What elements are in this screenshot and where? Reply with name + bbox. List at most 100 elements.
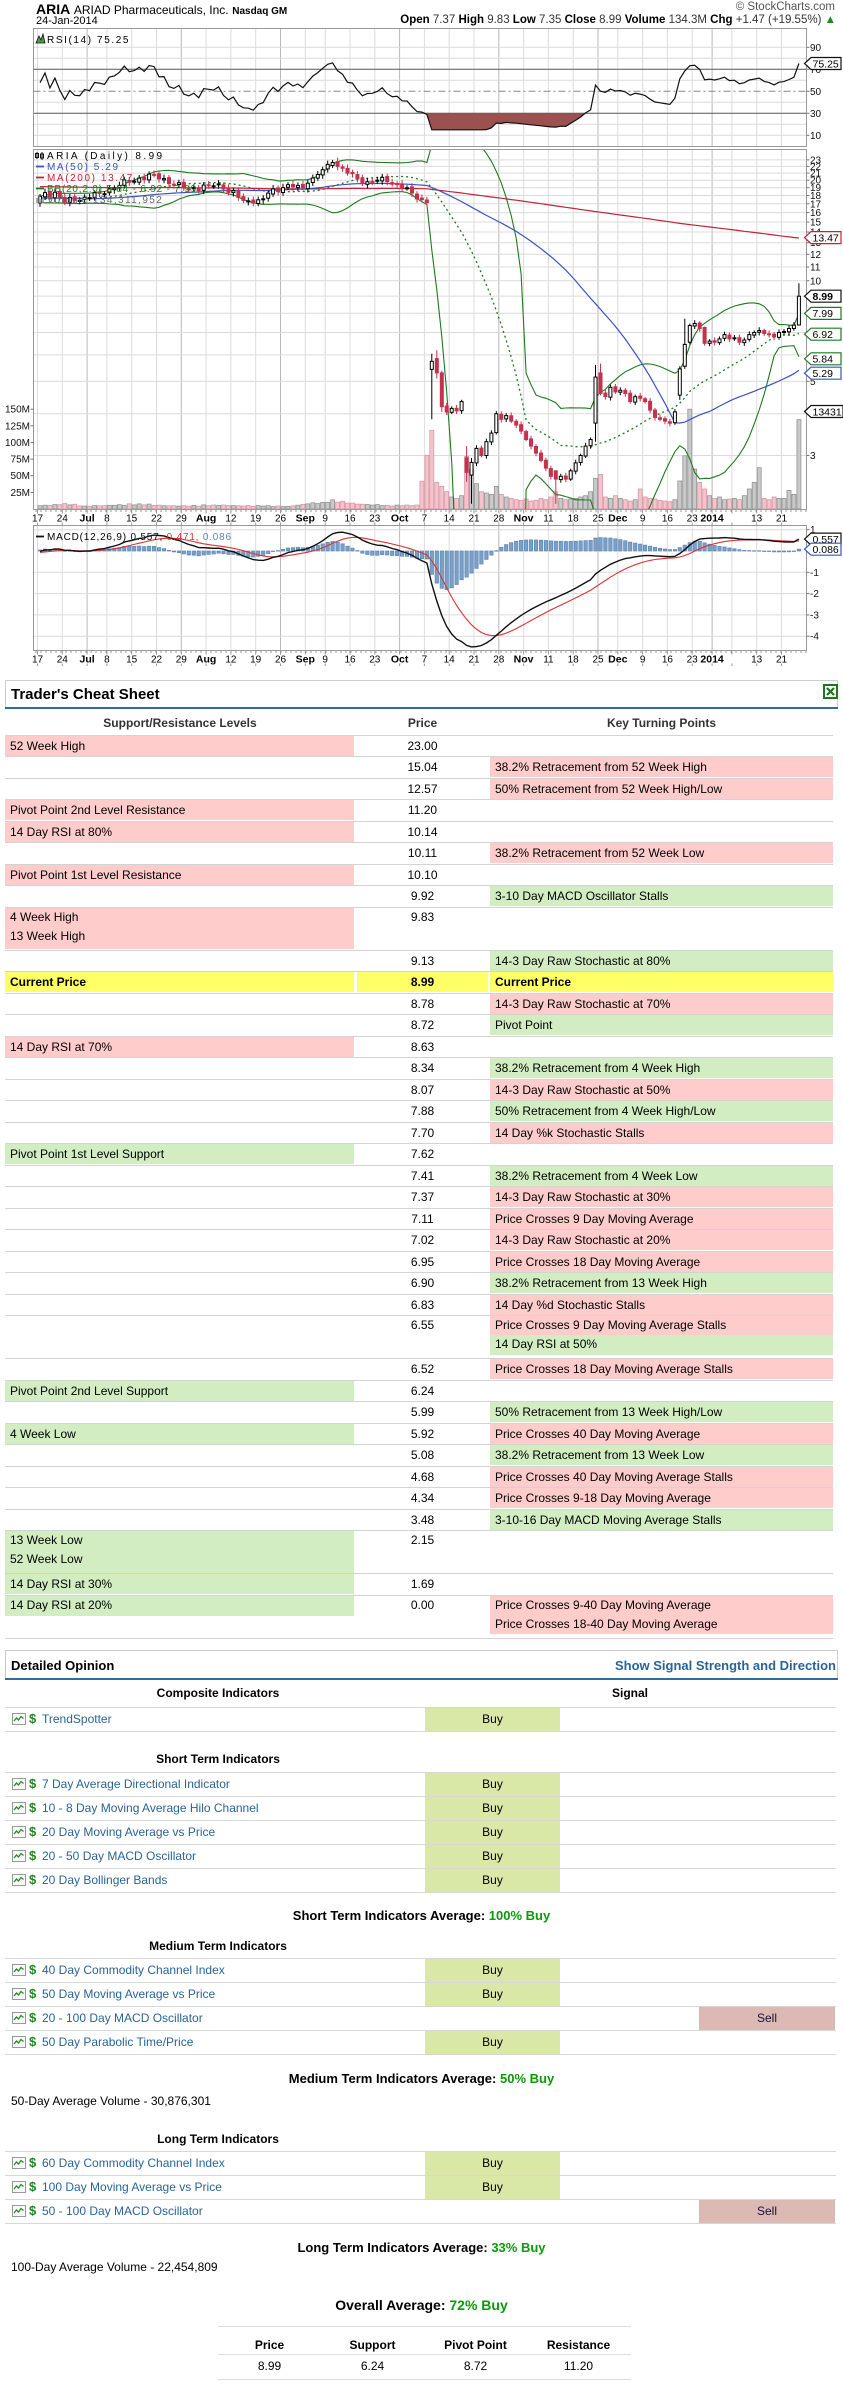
svg-text:26: 26: [275, 514, 287, 525]
svg-text:22: 22: [810, 162, 822, 173]
svg-text:90: 90: [810, 43, 822, 54]
svg-text:13.47: 13.47: [813, 232, 839, 244]
svg-text:MACD(12,26,9) 0.557, 0.471, 0.: MACD(12,26,9) 0.557, 0.471, 0.086: [47, 532, 232, 543]
svg-text:70: 70: [810, 65, 822, 76]
svg-text:21: 21: [468, 514, 480, 525]
svg-text:21: 21: [776, 514, 788, 525]
svg-text:7: 7: [422, 514, 428, 525]
svg-text:10: 10: [810, 276, 822, 287]
svg-text:8: 8: [104, 655, 110, 666]
svg-text:24: 24: [57, 514, 69, 525]
svg-text:3: 3: [810, 451, 816, 462]
svg-text:Volume 134,311,952: Volume 134,311,952: [47, 195, 163, 206]
svg-text:7.99: 7.99: [813, 308, 834, 320]
svg-text:-3: -3: [810, 610, 819, 621]
svg-text:MA(200) 13.47: MA(200) 13.47: [47, 173, 134, 184]
svg-text:26: 26: [275, 655, 287, 666]
svg-text:29: 29: [176, 514, 188, 525]
svg-text:20: 20: [810, 176, 822, 187]
svg-text:21: 21: [776, 655, 788, 666]
svg-text:Aug: Aug: [196, 513, 216, 525]
svg-text:10: 10: [810, 131, 822, 142]
svg-text:16: 16: [344, 514, 356, 525]
svg-text:Jul: Jul: [80, 513, 95, 525]
svg-text:23: 23: [369, 514, 381, 525]
svg-text:BB(20,2.0) 5.84 - 6.92 - 7.99: BB(20,2.0) 5.84 - 6.92 - 7.99: [47, 184, 197, 195]
svg-text:21: 21: [468, 655, 480, 666]
svg-text:23: 23: [687, 655, 699, 666]
svg-text:50M: 50M: [11, 471, 30, 482]
svg-text:25: 25: [592, 655, 604, 666]
svg-text:1: 1: [810, 525, 816, 536]
svg-text:Sep: Sep: [296, 654, 315, 666]
svg-text:7: 7: [422, 655, 428, 666]
svg-text:17: 17: [32, 514, 44, 525]
svg-text:Nov: Nov: [514, 513, 534, 525]
svg-text:28: 28: [493, 655, 505, 666]
svg-text:18: 18: [568, 655, 580, 666]
svg-text:13: 13: [751, 655, 763, 666]
svg-text:Oct: Oct: [391, 654, 409, 666]
svg-text:25: 25: [592, 514, 604, 525]
svg-text:8: 8: [104, 514, 110, 525]
svg-text:24: 24: [57, 655, 69, 666]
svg-text:16: 16: [810, 208, 822, 219]
svg-text:6.92: 6.92: [813, 329, 834, 341]
svg-text:19: 19: [250, 514, 262, 525]
svg-text:15: 15: [126, 514, 138, 525]
svg-text:9: 9: [640, 514, 646, 525]
svg-text:75M: 75M: [11, 455, 30, 466]
svg-text:13431: 13431: [813, 406, 842, 418]
svg-text:16: 16: [662, 514, 674, 525]
svg-text:75.25: 75.25: [813, 58, 839, 70]
svg-text:-2: -2: [810, 589, 819, 600]
svg-text:21: 21: [810, 169, 822, 180]
svg-text:Dec: Dec: [608, 513, 627, 525]
svg-text:Dec: Dec: [608, 654, 627, 666]
svg-text:150M: 150M: [5, 405, 30, 416]
svg-text:16: 16: [662, 655, 674, 666]
svg-text:19: 19: [810, 183, 822, 194]
svg-text:Aug: Aug: [196, 654, 216, 666]
svg-text:13: 13: [751, 514, 763, 525]
svg-text:16: 16: [344, 655, 356, 666]
svg-text:5.29: 5.29: [813, 368, 834, 380]
svg-text:17: 17: [810, 199, 822, 210]
svg-text:14: 14: [444, 655, 456, 666]
svg-text:23: 23: [687, 514, 699, 525]
svg-text:25M: 25M: [11, 488, 30, 499]
svg-text:100M: 100M: [5, 438, 30, 449]
svg-text:ARIA (Daily) 8.99: ARIA (Daily) 8.99: [47, 151, 165, 162]
svg-text:Sep: Sep: [296, 513, 315, 525]
svg-text:12: 12: [810, 250, 822, 261]
svg-text:2014: 2014: [700, 654, 724, 666]
svg-text:Nov: Nov: [514, 654, 534, 666]
svg-text:9: 9: [322, 655, 328, 666]
svg-text:29: 29: [176, 655, 188, 666]
svg-text:8.99: 8.99: [813, 291, 834, 303]
svg-text:23: 23: [369, 655, 381, 666]
svg-text:12: 12: [225, 655, 237, 666]
svg-text:15: 15: [810, 218, 822, 229]
svg-text:30: 30: [810, 109, 822, 120]
svg-text:0.086: 0.086: [813, 544, 839, 556]
svg-text:22: 22: [151, 655, 163, 666]
svg-text:-1: -1: [810, 568, 819, 579]
svg-text:9: 9: [640, 655, 646, 666]
svg-text:28: 28: [493, 514, 505, 525]
svg-text:RSI(14) 75.25: RSI(14) 75.25: [47, 35, 130, 46]
svg-text:5.84: 5.84: [813, 354, 834, 366]
svg-text:11: 11: [810, 263, 821, 274]
svg-text:18: 18: [810, 191, 822, 202]
svg-text:17: 17: [32, 655, 44, 666]
svg-text:15: 15: [126, 655, 138, 666]
svg-text:-4: -4: [810, 632, 819, 643]
svg-text:2014: 2014: [700, 513, 724, 525]
svg-text:23: 23: [810, 155, 822, 166]
svg-text:22: 22: [151, 514, 163, 525]
svg-text:5: 5: [810, 377, 816, 388]
svg-text:Jul: Jul: [80, 654, 95, 666]
svg-text:MA(50) 5.29: MA(50) 5.29: [47, 162, 120, 173]
svg-text:50: 50: [810, 87, 822, 98]
svg-text:Oct: Oct: [391, 513, 409, 525]
